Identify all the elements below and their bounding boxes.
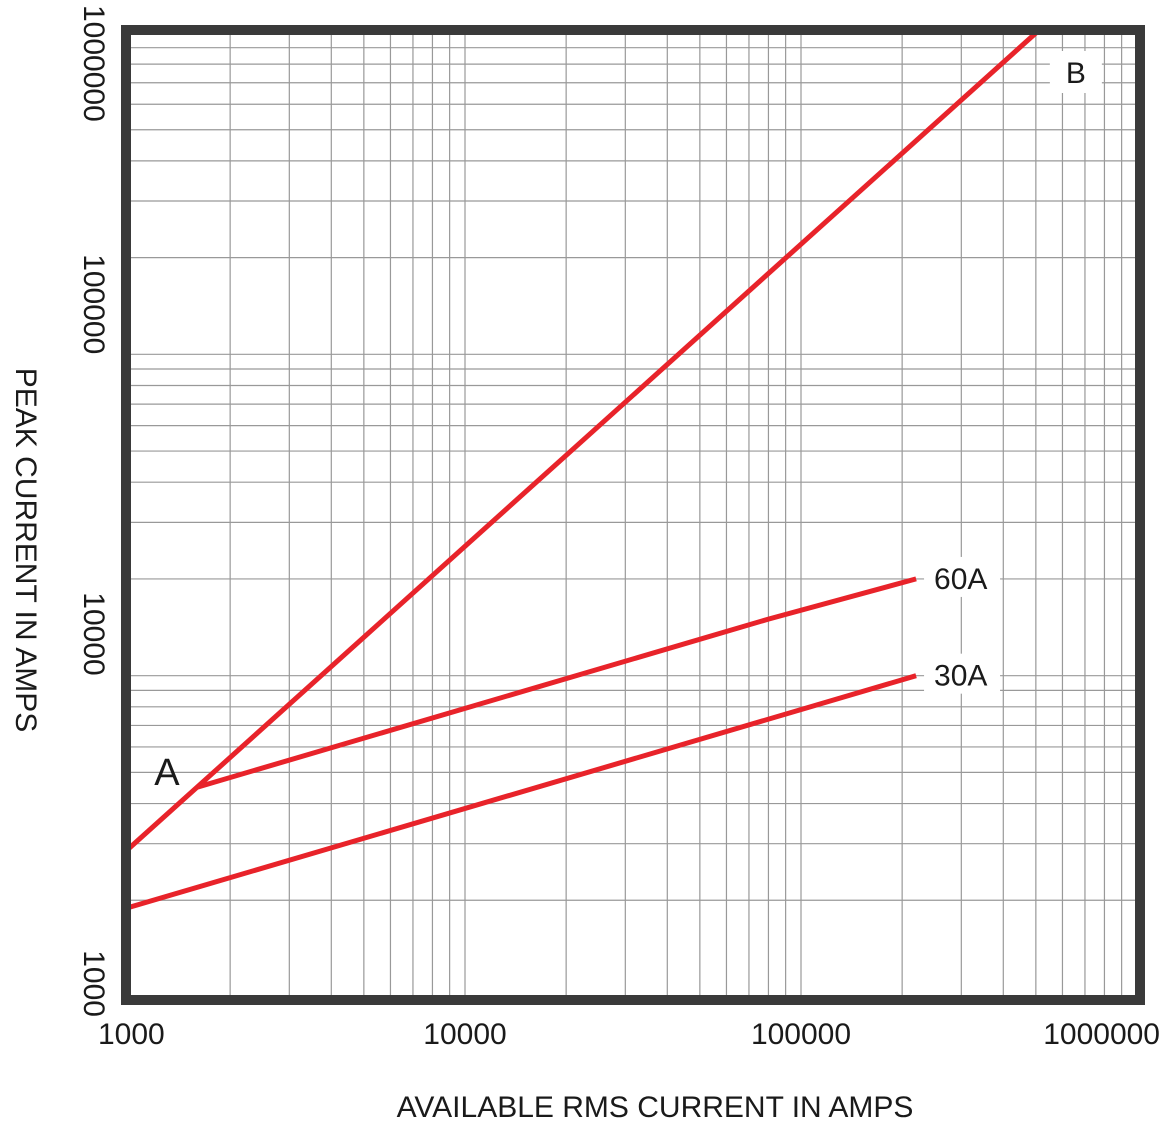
label-bg [924, 556, 1001, 597]
label-bg [1049, 51, 1102, 93]
chart-grid [129, 33, 1137, 997]
x-tick-label: 10000 [423, 1018, 506, 1051]
y-axis-label: PEAK CURRENT IN AMPS [9, 368, 42, 733]
plot-frame [121, 25, 1145, 1005]
x-tick-label: 1000000 [1043, 1018, 1160, 1051]
series-label-30A: 30A [934, 660, 987, 693]
y-tick-labels: 1000 10000 100000 1000000 [77, 5, 110, 1017]
y-tick-label: 1000 [77, 950, 110, 1017]
y-tick-label: 1000000 [77, 5, 110, 122]
series-line-1 [127, 31, 1038, 851]
chart-frame [121, 25, 1145, 1005]
y-tick-label: 10000 [77, 592, 110, 675]
x-tick-label: 100000 [751, 1018, 851, 1051]
x-tick-label: 1000 [98, 1018, 165, 1051]
y-tick-label: 100000 [77, 254, 110, 354]
series-label-60A: 60A [934, 563, 987, 596]
x-tick-labels: 1000 10000 100000 1000000 [98, 1018, 1160, 1051]
series-line-2 [196, 576, 917, 790]
point-label-A: A [154, 752, 180, 794]
chart-series [127, 31, 1038, 910]
label-bg [924, 653, 1001, 694]
series-line-3 [128, 673, 917, 910]
chart-labels: 60A 30A A B [154, 51, 1102, 794]
point-label-B: B [1066, 57, 1086, 90]
x-axis-label: AVAILABLE RMS CURRENT IN AMPS [397, 1091, 914, 1122]
